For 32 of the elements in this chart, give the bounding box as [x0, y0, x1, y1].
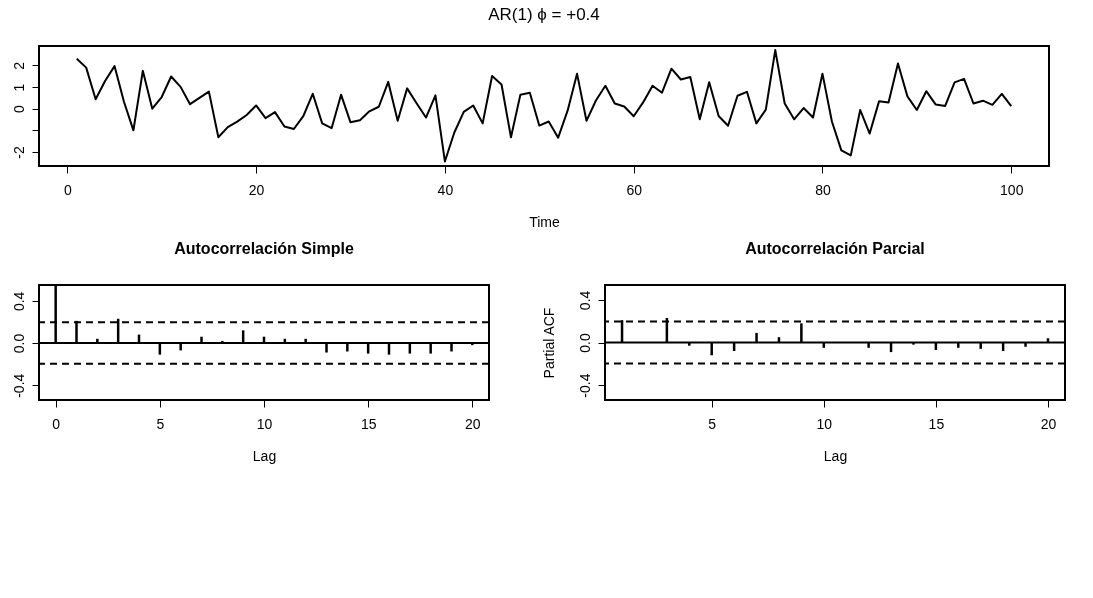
y-tick-label: 0 [10, 105, 27, 114]
y-tick-label: -0.4 [10, 373, 27, 398]
x-tick-label: 10 [256, 415, 273, 432]
x-tick-label: 5 [156, 415, 165, 432]
x-axis-title: Lag [252, 447, 277, 464]
y-tick-label: 0.4 [10, 291, 27, 312]
x-tick-label: 15 [928, 415, 945, 432]
x-axis-title: Lag [823, 447, 848, 464]
y-tick-label: -0.4 [576, 373, 593, 398]
y-tick-label: 2 [10, 61, 27, 70]
x-tick-label: 5 [708, 415, 717, 432]
y-tick-label: 0.4 [576, 290, 593, 311]
x-tick-label: 10 [816, 415, 833, 432]
x-tick-label: 100 [1000, 181, 1024, 198]
x-tick-label: 40 [437, 181, 454, 198]
chart-title: AR(1) ϕ = +0.4 [488, 5, 600, 24]
chart-title: Autocorrelación Parcial [745, 240, 925, 257]
y-tick-label: 0.0 [10, 333, 27, 354]
chart-title: Autocorrelación Simple [174, 240, 354, 257]
y-tick-label: -2 [10, 146, 27, 159]
x-tick-label: 80 [815, 181, 831, 198]
x-tick-label: 60 [626, 181, 643, 198]
x-tick-label: 20 [1040, 415, 1057, 432]
x-tick-label: 0 [63, 181, 72, 198]
y-axis-title: Partial ACF [540, 307, 557, 379]
x-tick-label: 20 [248, 181, 265, 198]
x-tick-label: 0 [52, 415, 61, 432]
x-tick-label: 15 [360, 415, 377, 432]
x-axis-title: Time [529, 213, 561, 230]
y-tick-label: 1 [10, 83, 27, 92]
x-tick-label: 20 [465, 415, 481, 432]
y-tick-label: 0.0 [576, 333, 593, 353]
